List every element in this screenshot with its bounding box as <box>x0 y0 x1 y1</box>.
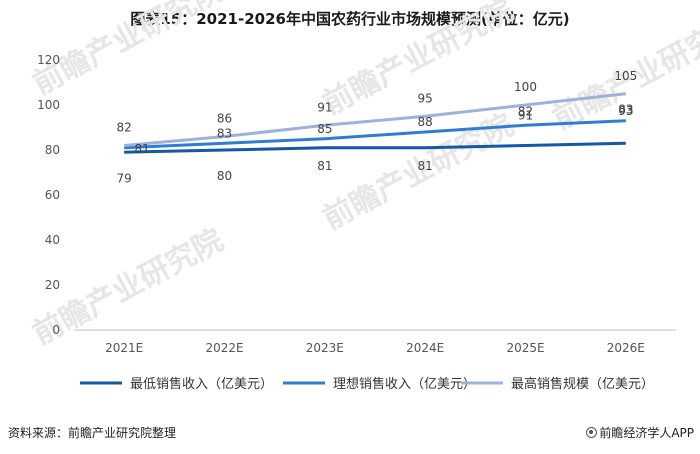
brand-logo-icon <box>586 427 598 438</box>
x-tick-label: 2021E <box>105 341 143 355</box>
brand-text: 前瞻经济学人APP <box>599 426 694 440</box>
data-label-ideal: 85 <box>317 122 332 136</box>
x-tick-label: 2024E <box>406 341 444 355</box>
y-tick-label: 20 <box>45 278 60 292</box>
y-tick-label: 40 <box>45 233 60 247</box>
series-line-1 <box>124 141 626 154</box>
x-tick-label: 2023E <box>306 341 344 355</box>
x-axis: 2021E 2022E 2023E 2024E 2025E 2026E <box>105 341 645 355</box>
legend-label-3: 最高销售规模（亿美元） <box>511 376 654 392</box>
data-label-ideal: 91 <box>518 108 533 122</box>
data-label-ideal: 88 <box>418 115 433 129</box>
data-label-high: 100 <box>514 80 537 94</box>
chart-title: 图表15：2021-2026年中国农药行业市场规模预测(单位：亿元) <box>130 10 570 28</box>
x-tick-label: 2022E <box>205 341 243 355</box>
data-label-ideal: 81 <box>135 142 150 156</box>
series-line-2 <box>124 119 626 150</box>
series-line-3 <box>124 92 627 147</box>
source-note: 资料来源：前瞻产业研究院整理 <box>8 426 177 440</box>
data-label-low: 82 <box>518 105 533 119</box>
legend-label-2: 理想销售收入（亿美元） <box>333 376 476 392</box>
x-tick-label: 2026E <box>607 341 645 355</box>
y-tick-label: 100 <box>37 98 60 112</box>
y-tick-label: 120 <box>37 53 60 67</box>
legend-label-1: 最低销售收入（亿美元） <box>130 376 273 392</box>
y-tick-label: 60 <box>45 188 60 202</box>
data-label-low: 83 <box>618 102 633 116</box>
brand-credit: 前瞻经济学人APP <box>586 424 694 441</box>
data-label-low: 80 <box>217 169 232 183</box>
y-axis: 0 20 40 60 80 100 120 <box>37 53 60 337</box>
data-label-ideal: 83 <box>217 126 232 140</box>
data-label-high: 91 <box>317 100 332 114</box>
data-label-low: 79 <box>117 171 132 185</box>
x-tick-label: 2025E <box>506 341 544 355</box>
data-label-low: 81 <box>317 159 332 173</box>
data-label-high: 82 <box>117 121 132 135</box>
data-label-ideal: 93 <box>618 104 633 118</box>
data-label-high: 105 <box>614 69 637 83</box>
series-lines <box>124 92 627 154</box>
data-label-high: 86 <box>217 112 232 126</box>
y-tick-label: 0 <box>52 323 60 337</box>
data-label-high: 95 <box>418 91 433 105</box>
legend: 最低销售收入（亿美元） 理想销售收入（亿美元） 最高销售规模（亿美元） <box>80 376 654 392</box>
y-tick-label: 80 <box>45 143 60 157</box>
data-label-low: 81 <box>418 159 433 173</box>
watermark-text: 前瞻产业研究院 <box>27 0 229 102</box>
